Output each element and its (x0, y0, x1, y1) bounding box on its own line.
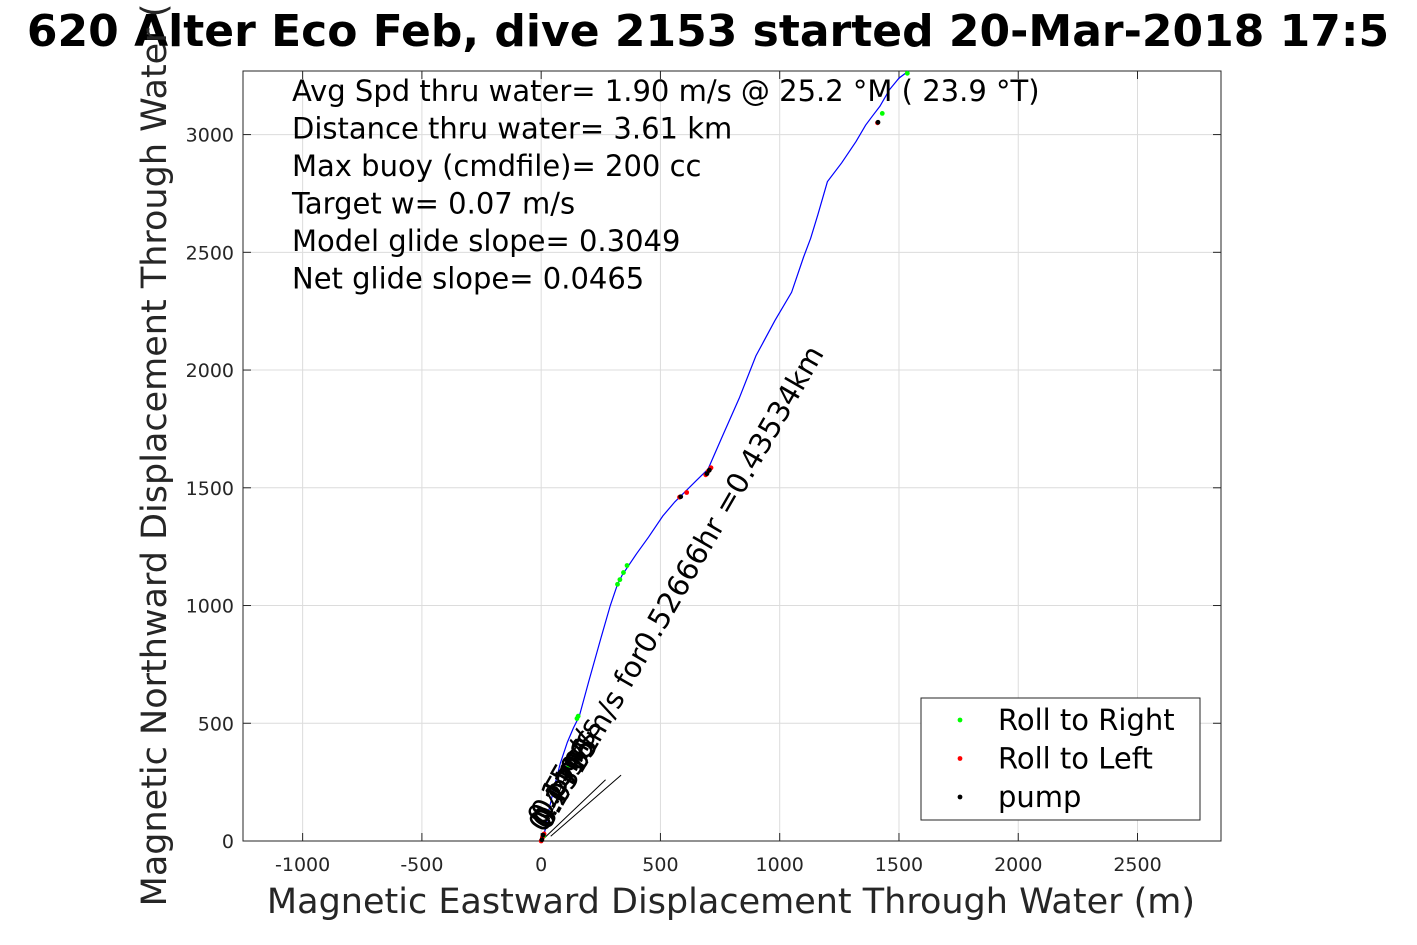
data-point (617, 577, 623, 583)
legend-marker (957, 794, 963, 800)
vector-line (540, 779, 606, 842)
glider-track-line (540, 70, 909, 842)
data-point (875, 119, 881, 125)
legend-label: Roll to Right (998, 703, 1175, 737)
data-point (566, 760, 572, 766)
data-point (624, 563, 630, 568)
legend-box (920, 697, 1201, 821)
stats-block: Avg Spd thru water= 1.90 m/s @ 25.2 °M (… (291, 74, 1040, 296)
chart-title: 620 Alter Eco Feb, dive 2153 started 20-… (27, 6, 1389, 57)
axis-ticks: -1000 -500 0 500 1000 1500 2000 2500 0 500 1000 150… (186, 71, 1221, 876)
data-point (540, 832, 546, 838)
data-point (879, 110, 885, 116)
stats-line: Net glide slope= 0.0465 (292, 262, 644, 296)
y-tick-label: 1500 (186, 478, 234, 500)
vector-line (550, 774, 622, 837)
legend-label: pump (998, 780, 1081, 814)
legend: Roll to Right Roll to Left pump (920, 697, 1201, 821)
data-point (615, 581, 620, 587)
y-tick-label: 2000 (186, 360, 234, 382)
legend-marker (957, 717, 963, 723)
stats-line: Model glide slope= 0.3049 (292, 224, 680, 258)
x-tick-label: -500 (400, 854, 443, 876)
y-tick-label: 3000 (186, 125, 234, 147)
data-point (575, 713, 581, 719)
marker-points (538, 70, 910, 844)
data-point (678, 494, 684, 500)
y-axis-label: Magnetic Northward Displacement Through … (135, 4, 175, 907)
data-point (621, 570, 626, 575)
y-tick-label: 2500 (186, 242, 234, 264)
data-point (565, 765, 570, 771)
x-tick-label: 2500 (1113, 854, 1161, 876)
vector-lines (540, 744, 622, 842)
x-tick-label: 500 (642, 854, 678, 876)
y-tick-label: 500 (198, 713, 234, 735)
data-point (684, 490, 690, 495)
x-tick-label: -1000 (275, 854, 330, 876)
x-axis-label: Magnetic Eastward Displacement Through W… (267, 882, 1195, 922)
stats-line: Max buoy (cmdfile)= 200 cc (292, 149, 701, 183)
x-tick-label: 0 (535, 854, 547, 876)
data-point (904, 70, 910, 76)
stats-line: Distance thru water= 3.61 km (292, 112, 732, 146)
x-tick-label: 1000 (756, 854, 804, 876)
data-point (704, 471, 710, 477)
x-tick-label: 2000 (994, 854, 1042, 876)
rotated-annotations: 0.2315m/s for0.52666hr =0.43534km0.15m/s… (520, 340, 830, 838)
data-point (539, 837, 545, 843)
x-tick-label: 1500 (875, 854, 923, 876)
y-tick-label: 1000 (186, 596, 234, 618)
stats-line: Target w= 0.07 m/s (291, 187, 575, 221)
legend-marker (957, 756, 963, 761)
y-tick-label: 0 (222, 831, 234, 853)
series-pump (539, 119, 881, 843)
stats-line: Avg Spd thru water= 1.90 m/s @ 25.2 °M (… (292, 74, 1040, 108)
vector-line (540, 744, 578, 842)
grid (243, 71, 1221, 842)
data-point (706, 467, 712, 473)
plot-area-frame (242, 70, 1222, 842)
legend-label: Roll to Left (998, 742, 1153, 776)
